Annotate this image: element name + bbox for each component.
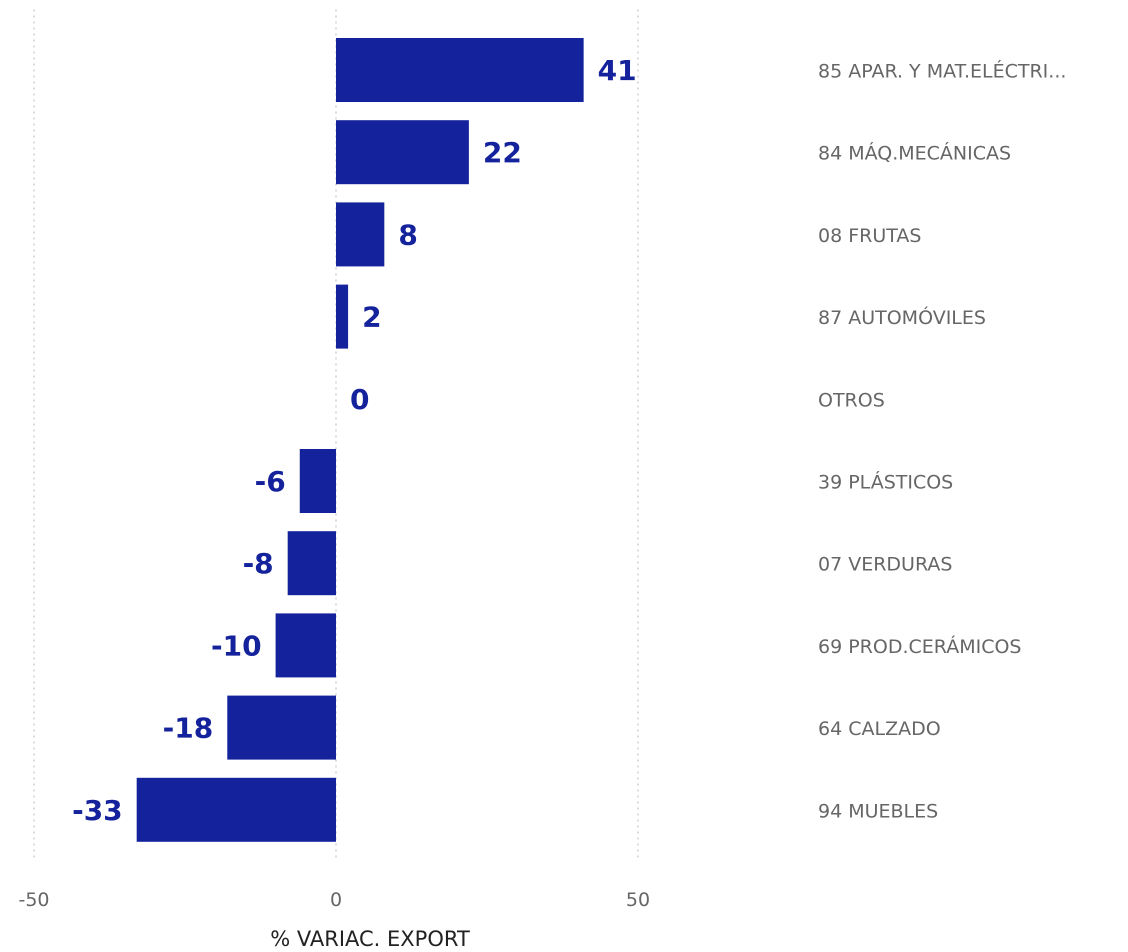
x-tick-label: 0 — [330, 889, 342, 911]
category-label: 84 MÁQ.MECÁNICAS — [818, 142, 1011, 165]
bar — [287, 531, 336, 596]
bar — [227, 695, 336, 760]
bar — [275, 613, 336, 678]
x-axis-label: % VARIAC. EXPORT — [270, 927, 470, 951]
data-label: -18 — [163, 712, 214, 745]
category-label: 08 FRUTAS — [818, 225, 921, 247]
bar — [299, 449, 336, 513]
category-label: 87 AUTOMÓVILES — [818, 305, 986, 329]
x-tick-label: 50 — [626, 889, 650, 911]
bar — [336, 202, 385, 267]
category-label: 07 VERDURAS — [818, 554, 952, 576]
category-label: OTROS — [818, 389, 885, 411]
data-label: -10 — [211, 629, 262, 662]
category-label: 39 PLÁSTICOS — [818, 471, 953, 494]
data-label: 8 — [398, 218, 417, 251]
data-label: -33 — [72, 794, 123, 827]
data-label: -6 — [255, 465, 286, 498]
category-labels: 85 APAR. Y MAT.ELÉCTRI... 84 MÁQ.MECÁNICA… — [818, 60, 1066, 823]
data-label: -8 — [243, 547, 274, 580]
data-label: 41 — [598, 54, 637, 87]
bars — [136, 38, 584, 842]
category-label: 85 APAR. Y MAT.ELÉCTRI... — [818, 60, 1066, 83]
bar — [336, 284, 349, 349]
bar — [336, 38, 584, 102]
data-labels: 41 22 8 2 0 -6 -8 -10 -18 -33 — [72, 54, 637, 827]
category-label: 64 CALZADO — [818, 718, 941, 740]
data-label: 2 — [362, 301, 381, 334]
x-tick-label: -50 — [18, 889, 49, 911]
category-label: 69 PROD.CERÁMICOS — [818, 635, 1021, 658]
bar — [136, 777, 336, 842]
x-axis-ticks: -50 0 50 — [18, 889, 650, 911]
bar — [336, 120, 469, 185]
category-label: 94 MUEBLES — [818, 800, 938, 822]
data-label: 22 — [483, 136, 522, 169]
data-label: 0 — [350, 383, 369, 416]
